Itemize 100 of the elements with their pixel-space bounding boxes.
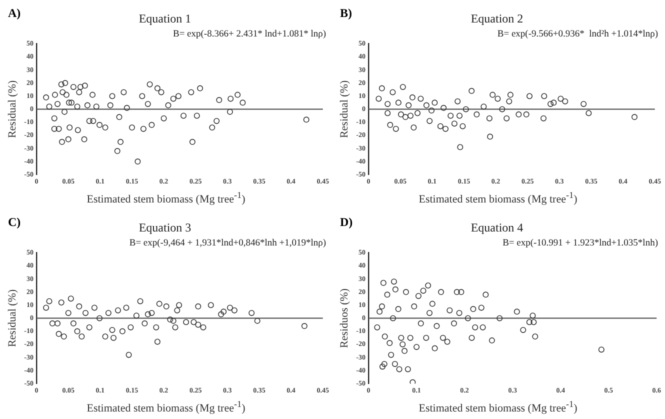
point <box>526 93 533 100</box>
point <box>456 310 462 316</box>
point <box>388 352 394 358</box>
point <box>418 320 424 326</box>
point <box>110 334 117 341</box>
point <box>387 122 394 128</box>
point <box>386 340 393 346</box>
point <box>96 315 103 322</box>
point <box>49 320 56 326</box>
point <box>480 104 487 110</box>
chart-title: Equation 1 <box>138 11 192 26</box>
point <box>390 315 396 322</box>
point <box>411 303 418 310</box>
point <box>494 96 501 102</box>
point <box>167 316 174 323</box>
point <box>86 324 92 330</box>
point <box>562 98 568 104</box>
point <box>458 289 464 296</box>
point <box>374 324 380 330</box>
point <box>163 303 170 310</box>
point <box>154 338 160 345</box>
point <box>541 93 548 100</box>
point <box>195 322 202 328</box>
point <box>144 311 151 318</box>
point <box>550 100 557 106</box>
point <box>91 304 98 311</box>
point <box>396 366 402 372</box>
point <box>102 334 108 340</box>
x-axis-title: Estimated stem biomass (Mg tree$^{-1}$) <box>86 190 246 206</box>
point <box>451 320 457 326</box>
point <box>395 306 402 312</box>
text: B) <box>340 6 352 21</box>
point <box>454 98 461 104</box>
point <box>420 288 426 294</box>
point <box>156 300 162 307</box>
point <box>137 298 144 304</box>
point <box>218 311 224 318</box>
point <box>462 106 469 112</box>
point <box>231 307 238 314</box>
point <box>376 308 383 315</box>
point <box>384 110 391 116</box>
point <box>119 328 126 334</box>
point <box>464 315 471 322</box>
point <box>474 111 480 118</box>
point <box>540 115 547 122</box>
point <box>126 352 132 358</box>
point <box>400 341 406 348</box>
point <box>446 307 453 314</box>
point <box>414 344 420 350</box>
point <box>105 310 112 316</box>
point <box>448 112 454 119</box>
point <box>516 111 522 118</box>
point <box>410 124 417 131</box>
point <box>301 323 308 330</box>
point <box>392 360 398 367</box>
text: C) <box>8 215 21 230</box>
point <box>190 319 197 326</box>
point <box>468 88 475 94</box>
point <box>487 134 494 140</box>
point <box>499 106 506 112</box>
point <box>478 304 484 311</box>
y-axis-title: Residuos (%) <box>338 288 350 348</box>
point <box>384 292 390 298</box>
point <box>380 280 386 286</box>
point <box>523 111 530 118</box>
point <box>390 89 396 96</box>
chart-subtitle: B= exp(-8.366+ 2.431* lnd+1.081* lnρ) <box>172 30 326 40</box>
point <box>395 100 402 106</box>
point <box>586 110 592 116</box>
point <box>381 360 388 367</box>
y-axis-title: Residual (%) <box>6 80 18 138</box>
point <box>468 334 475 341</box>
point <box>558 96 564 102</box>
point <box>248 310 255 316</box>
point <box>78 334 85 340</box>
point <box>409 94 416 100</box>
point <box>507 92 514 98</box>
point <box>432 100 438 106</box>
point <box>378 303 385 310</box>
point <box>400 84 406 90</box>
x-axis-title: Estimated stem biomass (Mg tree$^{-1}$) <box>418 399 578 415</box>
point <box>438 289 444 296</box>
point <box>444 338 450 345</box>
point <box>432 345 438 352</box>
chart-subtitle: B= exp(-9,464 + 1,931*lnd+0,846*lnh +1,019*lnρ) <box>129 238 326 249</box>
point <box>440 334 446 341</box>
point <box>392 126 399 132</box>
point <box>128 324 134 330</box>
point <box>428 108 435 114</box>
point <box>402 114 408 120</box>
point <box>65 310 72 316</box>
point <box>532 334 538 340</box>
point <box>504 115 510 122</box>
chart-subtitle: B= exp(-10.991 + 1.923*lnd+1.035*lnh) <box>502 238 658 249</box>
point <box>376 96 382 102</box>
point <box>226 304 233 311</box>
point <box>442 126 449 132</box>
point <box>384 100 391 107</box>
point <box>46 298 52 304</box>
point <box>109 326 116 333</box>
